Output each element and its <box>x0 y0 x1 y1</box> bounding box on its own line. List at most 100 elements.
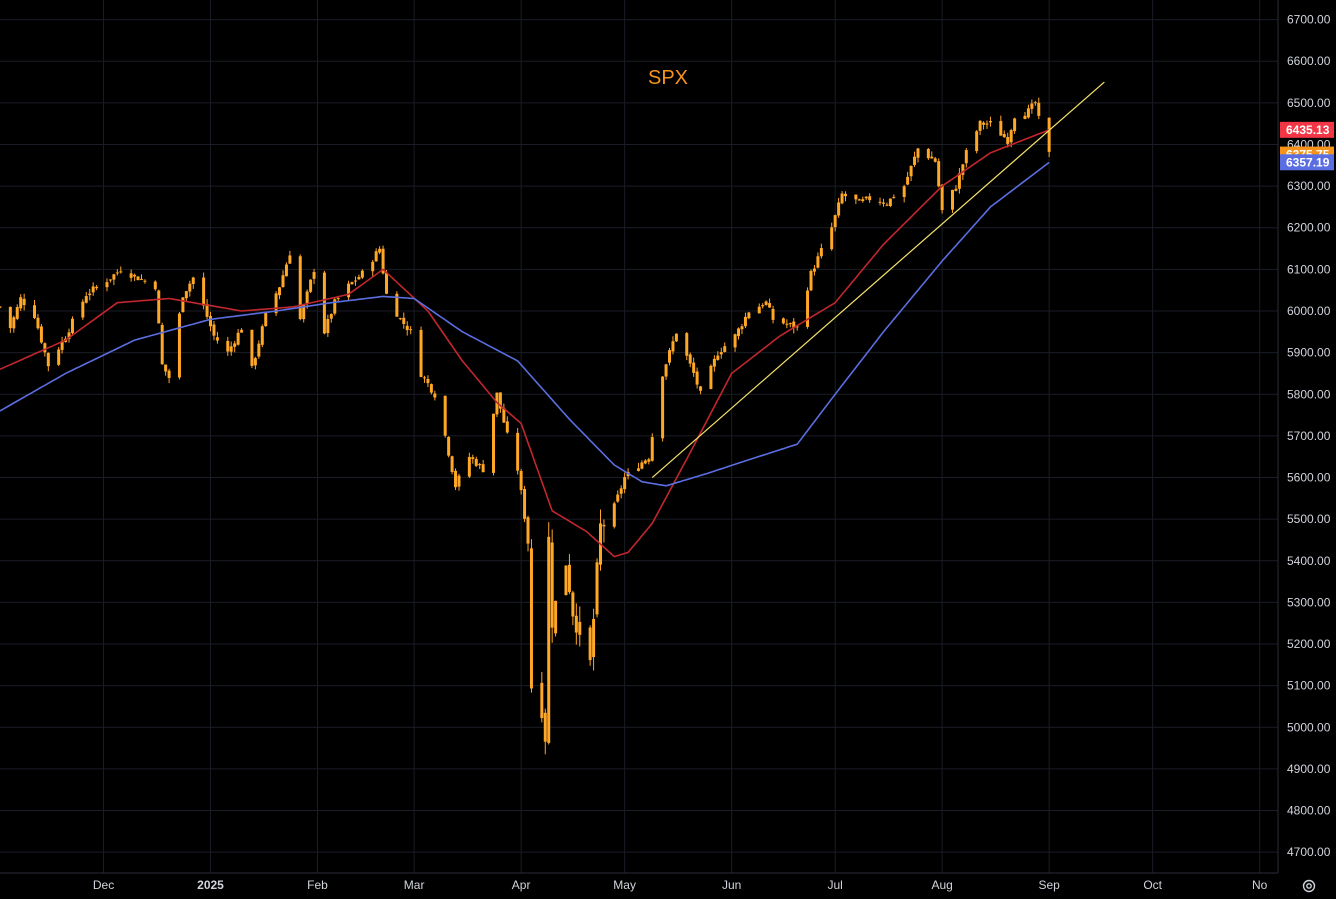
candle-body <box>574 615 578 633</box>
candle-body <box>602 524 606 527</box>
candle-body <box>371 261 375 272</box>
candle-body <box>816 256 820 268</box>
candle-body <box>926 149 930 159</box>
x-tick-label: May <box>613 878 636 892</box>
candle-body <box>719 352 723 355</box>
candle-body <box>188 283 192 292</box>
y-tick-label: 5000.00 <box>1287 720 1331 734</box>
candle-body <box>212 324 216 336</box>
candle-body <box>353 280 357 282</box>
candle-body <box>902 186 906 197</box>
candle-body <box>1023 115 1027 120</box>
candle-body <box>160 324 164 365</box>
candle-body <box>954 188 958 191</box>
candle-body <box>685 333 689 356</box>
trendline[interactable] <box>651 81 1105 478</box>
candle-body <box>785 323 789 325</box>
y-tick-label: 5200.00 <box>1287 637 1331 651</box>
candle-body <box>885 204 889 206</box>
x-tick-label: No <box>1252 878 1268 892</box>
candle-body <box>209 316 213 327</box>
y-tick-label: 4800.00 <box>1287 804 1331 818</box>
candle-body <box>1026 108 1030 118</box>
candle-body <box>523 489 527 519</box>
candle-body <box>588 627 592 661</box>
y-tick-label: 5700.00 <box>1287 429 1331 443</box>
y-tick-label: 5600.00 <box>1287 471 1331 485</box>
candle-body <box>360 270 364 278</box>
candle-body <box>788 323 792 325</box>
y-tick-label: 5900.00 <box>1287 346 1331 360</box>
candle-body <box>674 333 678 342</box>
candle-body <box>0 306 2 308</box>
candle-body <box>129 273 133 278</box>
x-tick-label: Jun <box>722 878 741 892</box>
candle-body <box>181 297 185 313</box>
candle-body <box>157 290 161 324</box>
candle-body <box>429 384 433 393</box>
candle-body <box>43 343 47 353</box>
candle-body <box>737 328 741 337</box>
chart-title: SPX <box>648 67 688 89</box>
candle-body <box>326 319 330 334</box>
candle-body <box>36 317 40 329</box>
candle-body <box>333 299 337 314</box>
candle-body <box>457 475 461 487</box>
candle-body <box>636 468 640 471</box>
candle-body <box>12 317 16 329</box>
candle-body <box>405 325 409 331</box>
candle-body <box>961 164 965 175</box>
candle-body <box>281 275 285 288</box>
candle-body <box>471 457 475 459</box>
candle-body <box>284 264 288 277</box>
candle-body <box>550 542 554 628</box>
y-tick-label: 6700.00 <box>1287 13 1331 27</box>
candle-body <box>868 196 872 201</box>
candle-body <box>84 296 88 303</box>
candle-body <box>592 618 596 658</box>
candle-body <box>916 148 920 158</box>
price-axis[interactable]: 4700.00 4800.00 4900.00 5000.00 5100.00 5200.… <box>1287 13 1331 860</box>
candle-body <box>46 352 50 367</box>
candle-body <box>39 326 43 343</box>
candle-body <box>930 156 934 159</box>
candle-body <box>619 488 623 494</box>
candle-body <box>398 318 402 320</box>
candle-body <box>274 293 278 314</box>
candle-body <box>105 282 109 288</box>
candle-body <box>374 251 378 262</box>
candle-body <box>695 371 699 385</box>
candle-body <box>385 272 389 294</box>
candle-body <box>837 202 841 216</box>
time-axis[interactable]: Dec 2025 Feb Mar Apr May Jun Jul Aug Sep Oct No <box>93 878 1268 892</box>
candle-body <box>422 377 426 379</box>
candle-body <box>795 326 799 328</box>
y-tick-label: 6100.00 <box>1287 262 1331 276</box>
candle-body <box>878 201 882 203</box>
candle-body <box>1037 102 1041 116</box>
candle-body <box>115 272 119 274</box>
settings-gear-icon[interactable] <box>1298 876 1320 896</box>
candle-body <box>771 308 775 320</box>
candle-body <box>60 341 64 350</box>
candle-body <box>81 301 85 318</box>
candle-body <box>70 318 74 333</box>
candle-body <box>8 306 12 329</box>
candle-body <box>502 407 506 423</box>
candle-body <box>1009 130 1013 143</box>
moving-average-line <box>0 129 1050 558</box>
x-tick-label: Sep <box>1038 878 1060 892</box>
price-badge-label: 6435.13 <box>1286 123 1330 137</box>
candle-body <box>478 464 482 466</box>
candle-body <box>526 517 530 544</box>
candle-body <box>740 326 744 330</box>
candle-body <box>743 316 747 327</box>
candle-body <box>519 470 523 491</box>
y-tick-label: 5100.00 <box>1287 679 1331 693</box>
x-tick-label: Mar <box>404 878 425 892</box>
candle-body <box>381 248 385 274</box>
candle-body <box>1047 117 1051 152</box>
candle-body <box>133 274 137 277</box>
candle-body <box>1033 102 1037 104</box>
